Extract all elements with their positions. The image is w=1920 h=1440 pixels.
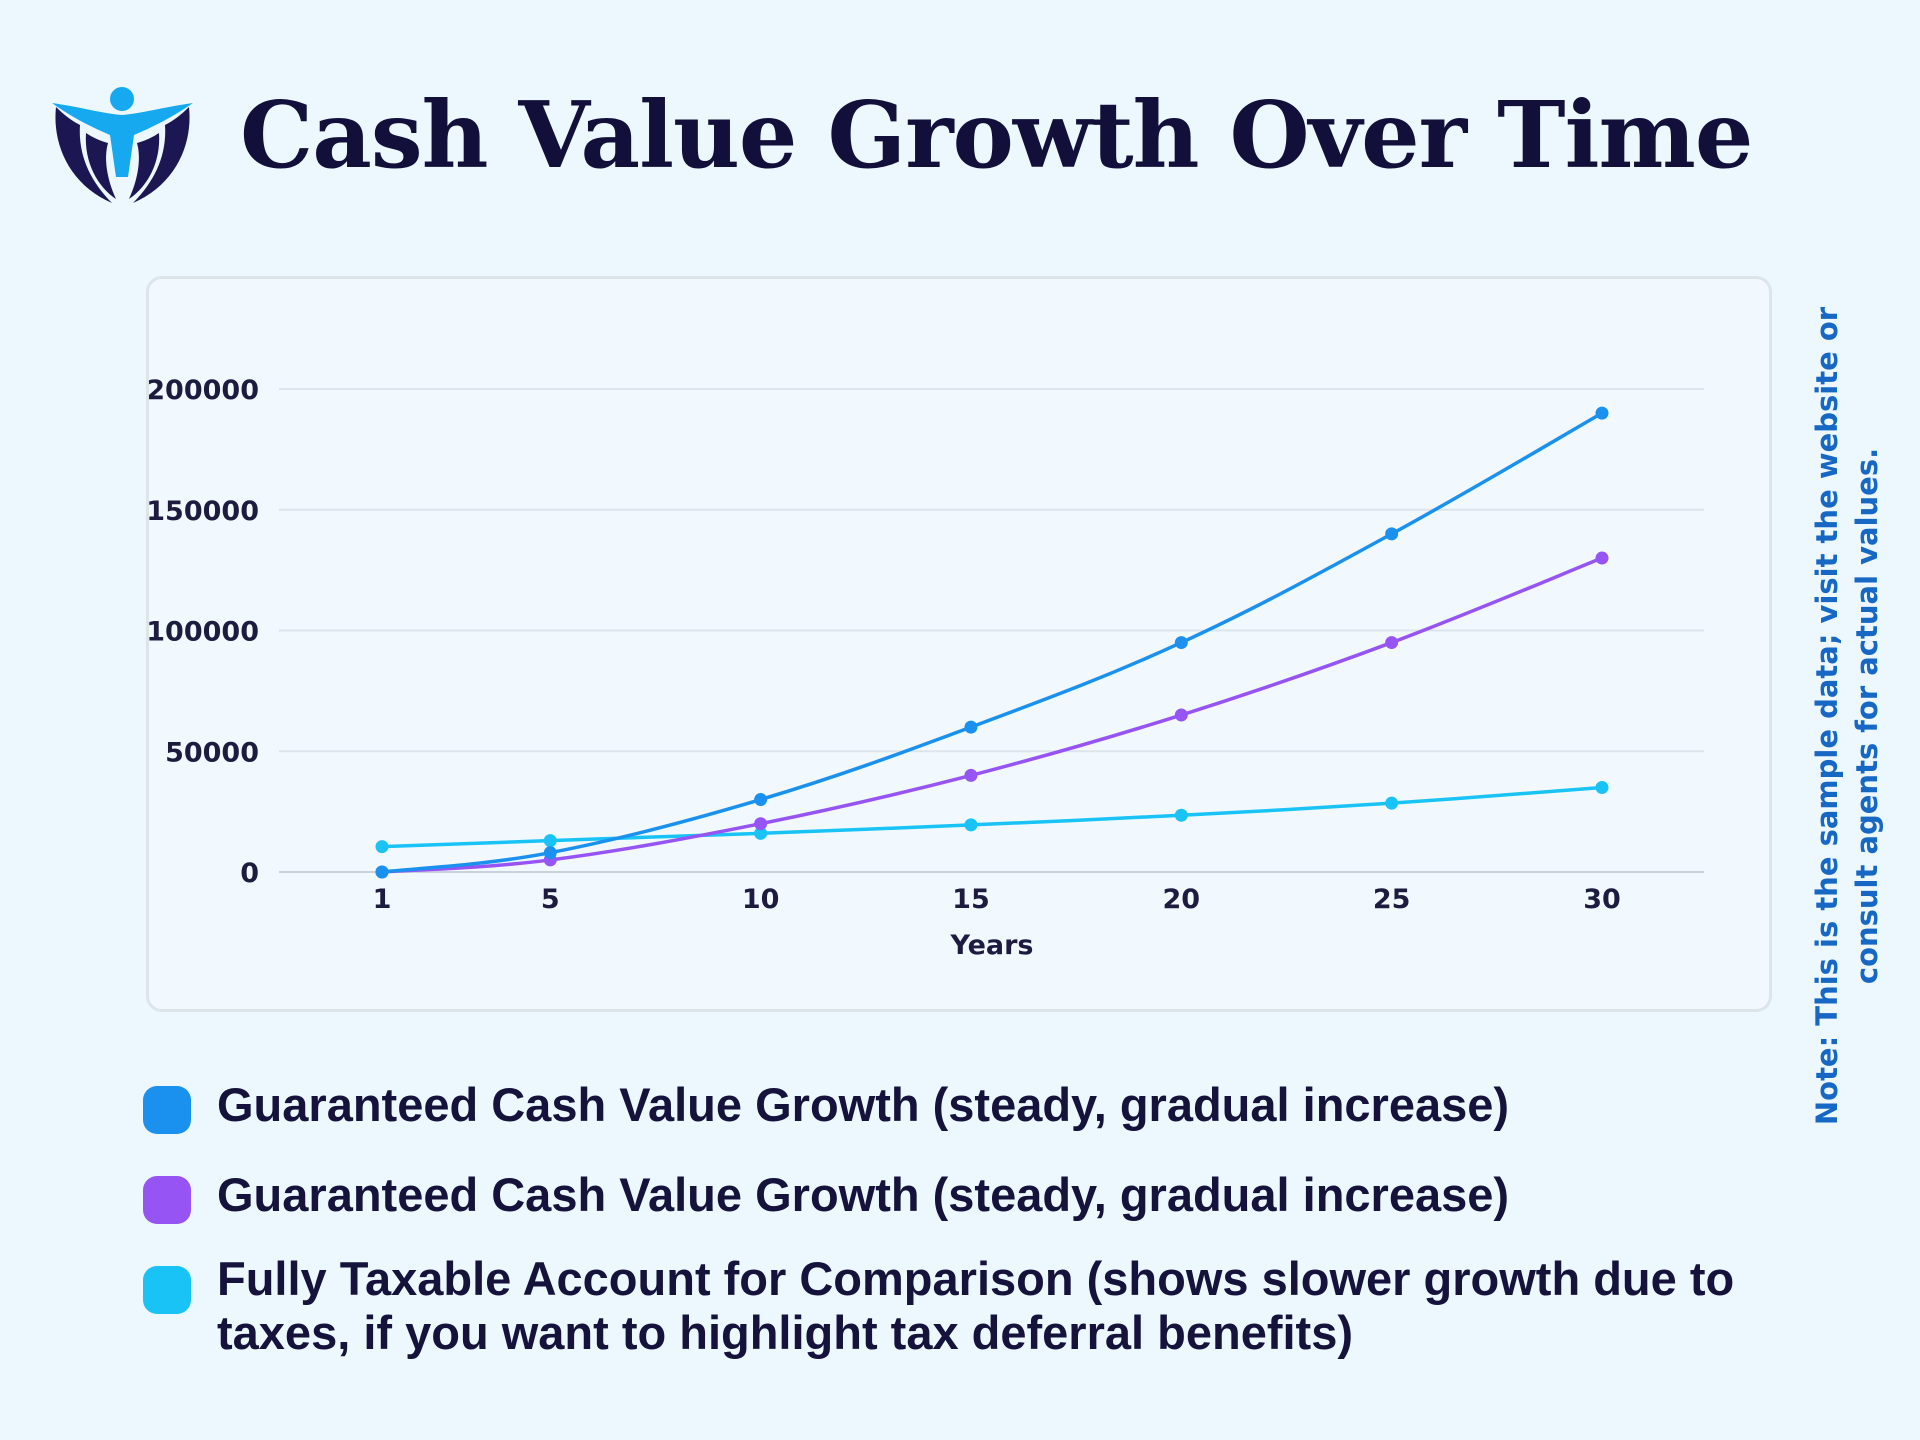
series-point-1	[964, 720, 978, 734]
legend-label: Guaranteed Cash Value Growth (steady, gr…	[217, 1078, 1510, 1131]
series-point-1	[375, 865, 389, 879]
series-line-3	[381, 785, 1603, 849]
x-tick-label: 30	[1583, 884, 1621, 915]
note-text: Note: This is the sample data; visit the…	[1810, 306, 1884, 1126]
legend-swatch	[143, 1086, 191, 1134]
x-tick-label: 5	[541, 884, 560, 915]
legend-swatch	[143, 1176, 191, 1224]
series-point-1	[1174, 636, 1188, 650]
series-point-2	[1385, 636, 1399, 650]
series-point-3	[964, 818, 978, 832]
series-point-1	[754, 793, 768, 807]
y-tick-label: 50000	[165, 737, 259, 768]
series-point-1	[1595, 406, 1609, 420]
x-tick-label: 25	[1373, 884, 1411, 915]
series-line-1	[381, 411, 1603, 874]
y-tick-label: 150000	[149, 496, 259, 527]
series-point-3	[375, 840, 389, 854]
series-point-3	[754, 826, 768, 840]
hands-holding-person-icon	[52, 87, 193, 203]
series-point-3	[543, 834, 557, 848]
y-tick-label: 100000	[149, 617, 259, 648]
legend-label: Guaranteed Cash Value Growth (steady, gr…	[217, 1168, 1510, 1221]
series-point-2	[964, 768, 978, 782]
series-point-3	[1385, 796, 1399, 810]
x-tick-label: 20	[1163, 884, 1201, 915]
header: Cash Value Growth Over Time	[0, 0, 1920, 230]
series-point-3	[1595, 780, 1609, 794]
series-point-2	[754, 817, 768, 831]
x-tick-label: 1	[373, 884, 392, 915]
series-point-1	[543, 846, 557, 860]
x-axis-label: Years	[950, 930, 1034, 961]
x-tick-label: 10	[742, 884, 780, 915]
series-point-2	[1595, 551, 1609, 565]
y-tick-label: 200000	[149, 375, 259, 406]
y-tick-label: 0	[240, 858, 259, 889]
chart-card: 0 50000 100000 150000 200000 1 5 10 15 20 25 30 Year…	[146, 276, 1772, 1012]
legend-label: Fully Taxable Account for Comparison (sh…	[217, 1252, 1735, 1359]
x-tick-label: 15	[952, 884, 990, 915]
series-point-3	[1174, 808, 1188, 822]
legend-swatch	[143, 1266, 191, 1314]
page-title: Cash Value Growth Over Time	[240, 81, 1753, 189]
series-point-2	[1174, 708, 1188, 722]
note: Note: This is the sample data; visit the…	[1806, 258, 1888, 1174]
series-point-1	[1385, 527, 1399, 541]
